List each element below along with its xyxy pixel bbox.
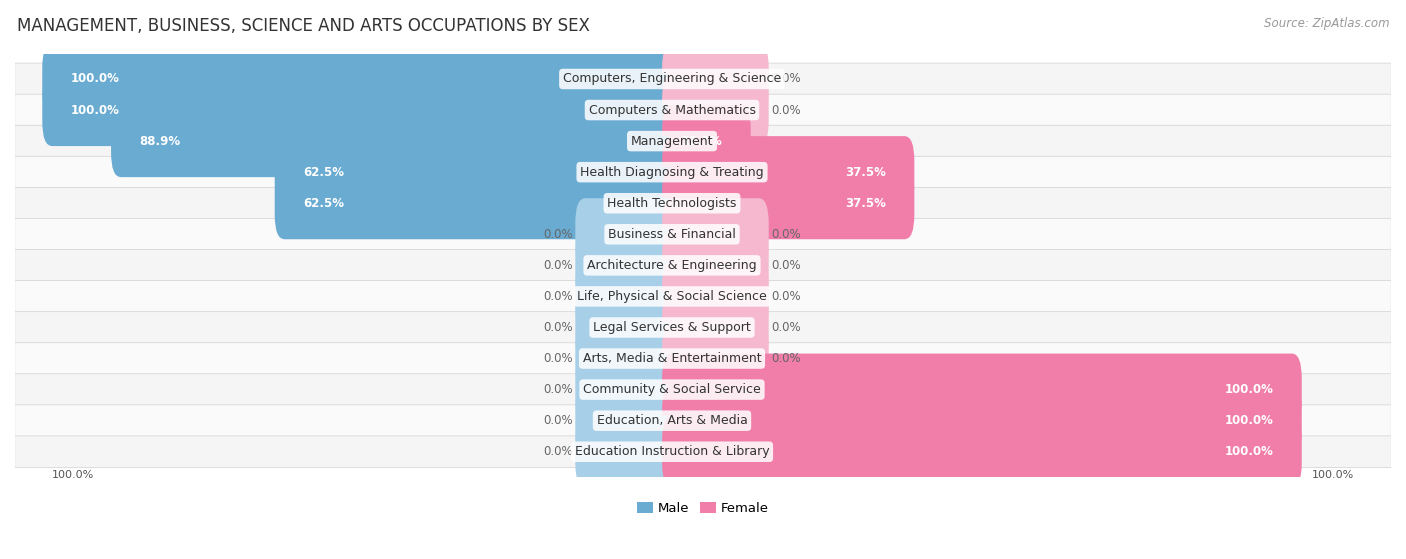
Text: Life, Physical & Social Science: Life, Physical & Social Science — [576, 290, 766, 303]
FancyBboxPatch shape — [575, 385, 682, 457]
FancyBboxPatch shape — [662, 323, 769, 395]
FancyBboxPatch shape — [662, 167, 914, 239]
FancyBboxPatch shape — [274, 167, 682, 239]
Text: Source: ZipAtlas.com: Source: ZipAtlas.com — [1264, 17, 1389, 30]
FancyBboxPatch shape — [575, 416, 682, 488]
Text: Health Diagnosing & Treating: Health Diagnosing & Treating — [581, 165, 763, 179]
FancyBboxPatch shape — [14, 405, 1392, 437]
Text: Computers & Mathematics: Computers & Mathematics — [589, 103, 755, 116]
FancyBboxPatch shape — [274, 136, 682, 208]
Text: 100.0%: 100.0% — [70, 73, 120, 86]
Text: Business & Financial: Business & Financial — [607, 228, 735, 241]
Text: 0.0%: 0.0% — [543, 445, 572, 458]
FancyBboxPatch shape — [662, 385, 1302, 457]
Text: 0.0%: 0.0% — [770, 259, 801, 272]
FancyBboxPatch shape — [14, 281, 1392, 312]
Text: 0.0%: 0.0% — [543, 383, 572, 396]
FancyBboxPatch shape — [14, 94, 1392, 126]
FancyBboxPatch shape — [662, 229, 769, 301]
FancyBboxPatch shape — [662, 136, 914, 208]
Text: 100.0%: 100.0% — [52, 470, 94, 480]
Text: 0.0%: 0.0% — [543, 321, 572, 334]
Text: 100.0%: 100.0% — [70, 103, 120, 116]
Text: Architecture & Engineering: Architecture & Engineering — [588, 259, 756, 272]
FancyBboxPatch shape — [662, 291, 769, 363]
Text: Community & Social Service: Community & Social Service — [583, 383, 761, 396]
FancyBboxPatch shape — [14, 374, 1392, 405]
FancyBboxPatch shape — [575, 198, 682, 271]
Text: Arts, Media & Entertainment: Arts, Media & Entertainment — [582, 352, 761, 365]
Text: 0.0%: 0.0% — [770, 290, 801, 303]
FancyBboxPatch shape — [14, 436, 1392, 467]
Text: 0.0%: 0.0% — [770, 73, 801, 86]
FancyBboxPatch shape — [575, 229, 682, 301]
Text: 37.5%: 37.5% — [845, 197, 886, 210]
Text: Education, Arts & Media: Education, Arts & Media — [596, 414, 748, 427]
Text: 0.0%: 0.0% — [770, 352, 801, 365]
FancyBboxPatch shape — [575, 260, 682, 333]
Text: Management: Management — [631, 135, 713, 148]
FancyBboxPatch shape — [42, 74, 682, 146]
FancyBboxPatch shape — [662, 74, 769, 146]
FancyBboxPatch shape — [14, 219, 1392, 250]
Text: 0.0%: 0.0% — [543, 290, 572, 303]
FancyBboxPatch shape — [662, 416, 1302, 488]
Text: 0.0%: 0.0% — [770, 228, 801, 241]
FancyBboxPatch shape — [662, 198, 769, 271]
FancyBboxPatch shape — [14, 187, 1392, 219]
FancyBboxPatch shape — [662, 354, 1302, 425]
FancyBboxPatch shape — [14, 343, 1392, 375]
FancyBboxPatch shape — [662, 43, 769, 115]
Text: 0.0%: 0.0% — [543, 228, 572, 241]
Text: 62.5%: 62.5% — [304, 165, 344, 179]
Text: 0.0%: 0.0% — [770, 103, 801, 116]
FancyBboxPatch shape — [14, 311, 1392, 343]
FancyBboxPatch shape — [111, 105, 682, 177]
Text: MANAGEMENT, BUSINESS, SCIENCE AND ARTS OCCUPATIONS BY SEX: MANAGEMENT, BUSINESS, SCIENCE AND ARTS O… — [17, 17, 589, 35]
Text: Health Technologists: Health Technologists — [607, 197, 737, 210]
Text: 37.5%: 37.5% — [845, 165, 886, 179]
FancyBboxPatch shape — [575, 323, 682, 395]
Text: 62.5%: 62.5% — [304, 197, 344, 210]
FancyBboxPatch shape — [14, 125, 1392, 157]
FancyBboxPatch shape — [14, 249, 1392, 281]
Text: 0.0%: 0.0% — [543, 259, 572, 272]
Text: 0.0%: 0.0% — [543, 352, 572, 365]
Text: 88.9%: 88.9% — [139, 135, 181, 148]
FancyBboxPatch shape — [662, 260, 769, 333]
FancyBboxPatch shape — [662, 105, 751, 177]
Text: Legal Services & Support: Legal Services & Support — [593, 321, 751, 334]
Text: 11.1%: 11.1% — [682, 135, 723, 148]
Text: 100.0%: 100.0% — [1312, 470, 1354, 480]
Text: 100.0%: 100.0% — [1225, 445, 1274, 458]
FancyBboxPatch shape — [14, 157, 1392, 188]
Text: Computers, Engineering & Science: Computers, Engineering & Science — [562, 73, 782, 86]
Text: 100.0%: 100.0% — [1225, 383, 1274, 396]
Text: 0.0%: 0.0% — [770, 321, 801, 334]
FancyBboxPatch shape — [14, 63, 1392, 95]
Legend: Male, Female: Male, Female — [631, 497, 775, 520]
Text: 0.0%: 0.0% — [543, 414, 572, 427]
FancyBboxPatch shape — [575, 291, 682, 363]
FancyBboxPatch shape — [42, 43, 682, 115]
Text: 100.0%: 100.0% — [1225, 414, 1274, 427]
FancyBboxPatch shape — [575, 354, 682, 425]
Text: Education Instruction & Library: Education Instruction & Library — [575, 445, 769, 458]
